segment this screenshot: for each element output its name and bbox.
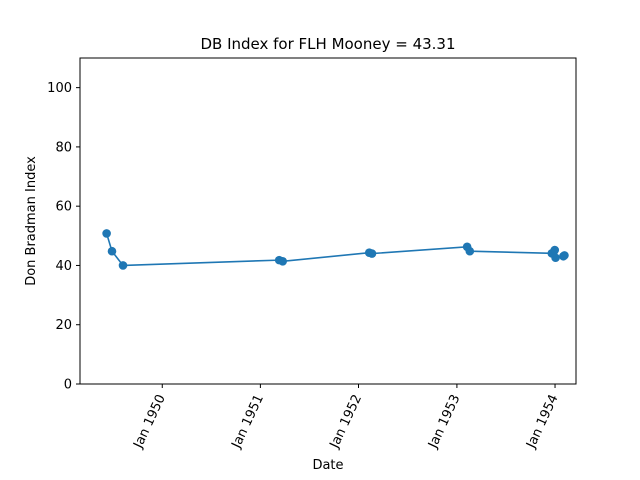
y-tick-label: 80 — [55, 140, 72, 155]
y-tick-label: 100 — [47, 81, 72, 96]
data-point — [102, 229, 111, 238]
data-point — [560, 251, 569, 260]
chart-title: DB Index for FLH Mooney = 43.31 — [200, 35, 455, 53]
plot-frame — [79, 57, 577, 385]
y-axis-label: Don Bradman Index — [24, 156, 39, 286]
data-point — [551, 253, 560, 263]
y-tick-label: 0 — [64, 378, 72, 393]
y-tick-label: 40 — [55, 259, 72, 274]
data-point — [118, 261, 128, 270]
data-point — [107, 246, 117, 256]
y-tick-label: 20 — [55, 318, 72, 333]
data-point — [550, 245, 560, 255]
data-point — [465, 246, 475, 256]
data-point — [278, 257, 288, 266]
x-axis-label: Date — [312, 458, 343, 473]
data-point — [367, 249, 377, 258]
y-tick-label: 60 — [55, 200, 72, 215]
